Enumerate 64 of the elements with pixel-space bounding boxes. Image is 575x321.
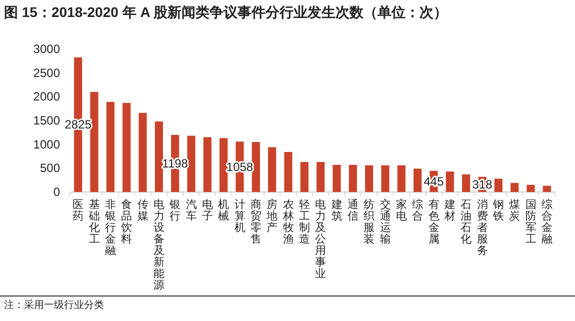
bar bbox=[462, 174, 470, 192]
bar bbox=[90, 92, 98, 192]
bar bbox=[397, 165, 406, 192]
y-tick-label: 2500 bbox=[33, 66, 60, 80]
x-tick-label: 汽车 bbox=[186, 199, 197, 222]
bar bbox=[494, 178, 502, 192]
y-tick-label: 1000 bbox=[33, 137, 60, 152]
bar bbox=[510, 182, 519, 192]
bar bbox=[268, 147, 276, 192]
x-tick-label: 机械 bbox=[218, 199, 230, 222]
x-tick-label: 石油石化 bbox=[460, 199, 472, 246]
x-tick-label: 钢铁 bbox=[492, 199, 504, 222]
x-tick-label: 建材 bbox=[443, 198, 456, 222]
bar bbox=[138, 112, 147, 192]
y-tick-label: 3000 bbox=[33, 42, 60, 56]
x-tick-label: 农林牧渔 bbox=[282, 199, 294, 246]
x-tick-label: 综合金融 bbox=[541, 198, 552, 246]
bar bbox=[348, 164, 357, 192]
bar bbox=[542, 186, 551, 192]
bar bbox=[252, 142, 260, 192]
x-tick-label: 计算机 bbox=[234, 198, 246, 234]
y-tick-label: 1500 bbox=[33, 114, 60, 128]
x-tick-label: 非银行金融 bbox=[104, 198, 116, 257]
x-tick-label: 建筑 bbox=[330, 198, 342, 222]
x-tick-label: 电子 bbox=[202, 198, 213, 222]
bar bbox=[187, 136, 196, 192]
bar bbox=[106, 102, 114, 192]
x-tick-label: 轻工制造 bbox=[298, 199, 310, 246]
x-tick-label: 商贸零售 bbox=[250, 198, 262, 246]
annotations: 注：采用一级行业分类 bbox=[0, 296, 575, 311]
bar bbox=[414, 168, 422, 192]
x-tick-label: 有色金属 bbox=[428, 199, 440, 246]
x-tick-label: 基础化工 bbox=[88, 198, 100, 246]
bar bbox=[332, 164, 341, 192]
x-tick-label: 房地产 bbox=[266, 198, 278, 234]
x-tick-label: 交通运输 bbox=[380, 198, 391, 246]
y-tick-label: 0 bbox=[53, 185, 60, 199]
bar bbox=[300, 162, 308, 192]
y-tick-label: 500 bbox=[40, 161, 60, 176]
chart-title: 图 15：2018-2020 年 A 股新闻类争议事件分行业发生次数（单位：次） bbox=[4, 4, 448, 20]
bar bbox=[446, 172, 454, 192]
x-tick-label: 综合 bbox=[412, 198, 424, 222]
bar bbox=[284, 152, 292, 192]
bar bbox=[154, 121, 163, 192]
x-tick-label: 食品饮料 bbox=[120, 199, 132, 246]
bar bbox=[203, 137, 212, 192]
bar bbox=[381, 165, 390, 192]
y-tick-label: 2000 bbox=[33, 90, 60, 104]
bar bbox=[122, 102, 131, 192]
bar bbox=[365, 165, 374, 192]
bar bbox=[220, 138, 228, 192]
x-tick-label: 电力设备及新能源 bbox=[153, 198, 164, 292]
bar bbox=[526, 184, 535, 192]
x-tick-label: 纺织服装 bbox=[364, 198, 375, 246]
x-tick-label: 医药 bbox=[72, 199, 84, 222]
bar bbox=[316, 162, 325, 192]
x-tick-label: 电力及公用事业 bbox=[315, 198, 326, 280]
x-tick-label: 银行 bbox=[168, 199, 181, 222]
x-tick-label: 国防军工 bbox=[525, 199, 536, 246]
x-tick-label: 消费者服务 bbox=[476, 198, 488, 257]
x-tick-label: 煤炭 bbox=[509, 199, 520, 222]
x-tick-label: 传媒 bbox=[137, 199, 148, 222]
x-tick-label: 通信 bbox=[347, 198, 358, 222]
x-tick-label: 家电 bbox=[396, 198, 407, 222]
